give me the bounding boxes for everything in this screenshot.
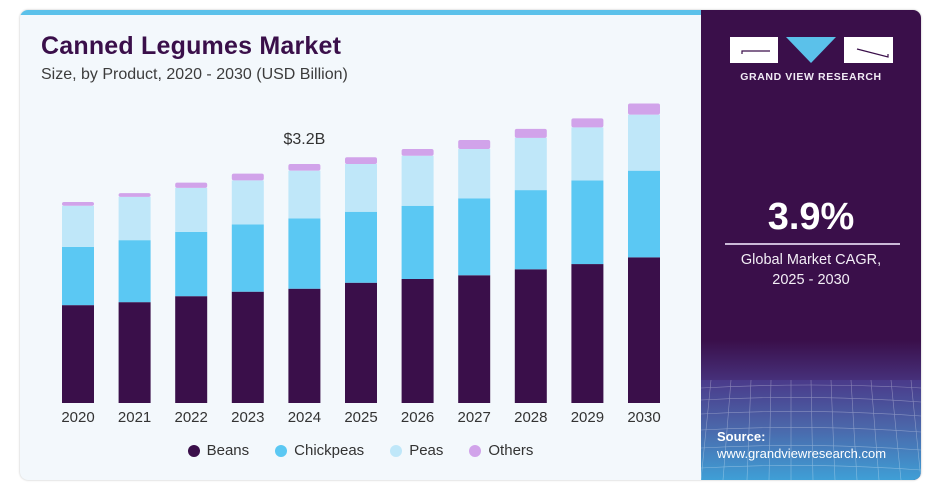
data-label-2024: $3.2B [283,131,325,148]
x-tick-label: 2024 [288,409,321,426]
x-tick-label: 2021 [118,409,151,426]
source-background [701,380,921,480]
legend-swatch-others [469,444,482,457]
x-tick-label: 2025 [344,409,377,426]
cagr-label: Global Market CAGR, 2025 - 2030 [701,250,921,290]
bar-group-2024 [288,163,321,403]
x-tick-label: 2022 [175,409,208,426]
bar-beans-2021 [118,302,151,403]
bar-beans-2024 [288,288,321,403]
legend-item-chickpeas: Chickpeas [275,442,364,459]
bar-peas-2024 [288,170,321,219]
side-panel: GRAND VIEW RESEARCH 3.9% Global Market C… [701,10,921,480]
source-label: Source: [717,429,766,444]
legend-item-beans: Beans [187,442,250,459]
bar-chickpeas-2026 [401,205,434,279]
bar-chickpeas-2028 [514,190,547,270]
bar-peas-2023 [231,180,264,225]
infographic-card: Canned Legumes Market Size, by Product, … [20,10,921,480]
legend-item-peas: Peas [390,442,443,459]
cagr-divider [725,243,900,245]
top-accent-bar [20,10,701,15]
grand-view-research-logo-icon [730,37,893,63]
bar-beans-2023 [231,291,264,403]
bar-peas-2022 [175,187,208,232]
bar-others-2026 [401,149,434,156]
panel-gradient [701,340,921,380]
bar-beans-2027 [458,275,491,403]
bar-group-2029 [571,118,604,403]
legend-item-others: Others [469,442,533,459]
bar-beans-2028 [514,269,547,403]
bar-chickpeas-2021 [118,240,151,303]
bar-chickpeas-2020 [62,246,94,306]
bar-others-2030 [628,103,660,115]
bar-group-2030 [628,103,660,403]
bar-group-2025 [345,157,377,403]
bar-chickpeas-2024 [288,218,321,289]
bar-peas-2030 [628,114,660,171]
legend-label-chickpeas: Chickpeas [294,442,365,459]
bar-peas-2027 [458,149,491,199]
x-tick-label: 2029 [571,409,604,426]
bar-chickpeas-2027 [458,198,491,276]
bar-peas-2021 [118,196,151,241]
x-tick-label: 2028 [514,409,547,426]
bar-group-2028 [514,128,547,403]
x-tick-label: 2030 [627,409,660,426]
bar-group-2021 [118,193,151,403]
chart-subtitle: Size, by Product, 2020 - 2030 (USD Billi… [41,66,348,83]
x-tick-label: 2023 [231,409,264,426]
bar-peas-2026 [401,155,434,206]
bar-beans-2022 [175,296,208,403]
legend-swatch-beans [187,444,200,457]
bar-others-2028 [514,128,547,138]
bar-beans-2030 [628,257,660,403]
bar-beans-2026 [401,278,434,403]
cagr-label-line1: Global Market CAGR, [740,252,882,268]
bar-peas-2025 [345,163,377,212]
bar-group-2027 [458,140,491,403]
x-tick-label: 2020 [61,409,94,426]
stacked-bar-chart: 2020 2021 2022 2023 2024 2025 2026 2027 2028 2029… [61,103,661,426]
bar-chickpeas-2022 [175,231,208,297]
bar-others-2027 [458,140,491,150]
bar-beans-2025 [345,282,377,403]
source-url[interactable]: www.grandviewresearch.com [717,446,887,461]
cagr-value: 3.9% [767,196,855,238]
grid-pattern-icon [701,380,921,480]
bar-beans-2029 [571,264,604,403]
bar-peas-2028 [514,137,547,191]
legend-swatch-chickpeas [275,444,288,457]
chart-legend: Beans Chickpeas Peas Others [20,442,701,459]
bar-others-2024 [288,163,321,171]
bar-others-2022 [175,182,208,188]
legend-label-beans: Beans [206,442,250,459]
brand-name: GRAND VIEW RESEARCH [740,71,882,83]
legend-label-others: Others [488,442,534,459]
bar-chickpeas-2023 [231,224,264,292]
bar-peas-2029 [571,127,604,181]
bar-others-2020 [62,202,94,206]
bar-others-2025 [345,157,377,164]
legend-swatch-peas [390,444,403,457]
bar-beans-2020 [62,305,94,403]
x-tick-label: 2026 [401,409,434,426]
bar-others-2029 [571,118,604,128]
bar-group-2020 [62,202,94,403]
bar-others-2023 [231,173,264,181]
bar-chickpeas-2029 [571,180,604,265]
bar-others-2021 [118,193,151,197]
legend-label-peas: Peas [409,442,444,459]
x-tick-label: 2027 [458,409,491,426]
bar-chickpeas-2030 [628,170,660,258]
bar-group-2026 [401,149,434,403]
cagr-label-line2: 2025 - 2030 [772,272,850,288]
bar-chickpeas-2025 [345,211,377,283]
bar-peas-2020 [62,205,94,247]
bar-group-2023 [231,173,264,403]
bar-group-2022 [175,182,208,403]
chart-title: Canned Legumes Market [41,32,342,60]
